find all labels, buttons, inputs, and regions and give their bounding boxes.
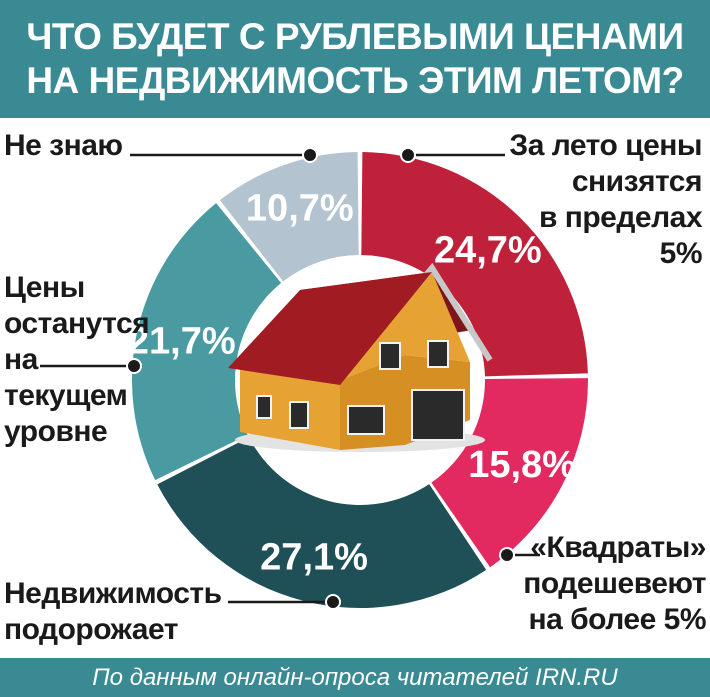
dot-decrease-more: [499, 547, 515, 563]
donut-slice-2: [157, 437, 487, 609]
dot-dont-know: [302, 147, 318, 163]
donut-slices: [132, 152, 588, 609]
donut-slice-0: [361, 152, 588, 377]
label-decrease-5: За лето цены снизятся в пределах 5%: [509, 129, 702, 270]
slice-value-labels: 24,7% 15,8% 27,1% 21,7% 10,7%: [128, 188, 576, 579]
footer-banner: По данным онлайн-опроса читателей IRN.RU: [0, 658, 710, 697]
label-decrease-more: «Квадраты» подешевеют на более 5%: [523, 531, 706, 636]
slice-value-label-2: 27,1%: [260, 537, 368, 579]
title-line-2: НА НЕДВИЖИМОСТЬ ЭТИМ ЛЕТОМ?: [26, 60, 684, 101]
slice-value-label-0: 24,7%: [434, 230, 542, 272]
title-line-1: ЧТО БУДЕТ С РУБЛЕВЫМИ ЦЕНАМИ: [26, 16, 684, 57]
source-text: По данным онлайн-опроса читателей IRN.RU: [92, 663, 618, 691]
slice-value-label-1: 15,8%: [468, 444, 576, 486]
label-same: Цены останутся на текущем уровне: [4, 271, 150, 448]
leader-dots: [126, 147, 515, 610]
donut-slice-3: [132, 203, 282, 481]
house-icon: [228, 262, 493, 452]
donut-slice-4: [219, 152, 359, 282]
donut-slice-1: [431, 378, 588, 568]
leader-lines: [40, 153, 540, 604]
slice-value-label-4: 10,7%: [246, 188, 354, 230]
dot-same: [126, 358, 142, 374]
dot-decrease-5: [400, 147, 416, 163]
dot-rise: [325, 594, 341, 610]
header-banner: ЧТО БУДЕТ С РУБЛЕВЫМИ ЦЕНАМИ НА НЕДВИЖИМ…: [0, 0, 710, 118]
slice-value-label-3: 21,7%: [128, 321, 236, 363]
label-rise: Недвижимость подорожает: [4, 577, 222, 646]
label-dont-know: Не знаю: [4, 129, 123, 162]
